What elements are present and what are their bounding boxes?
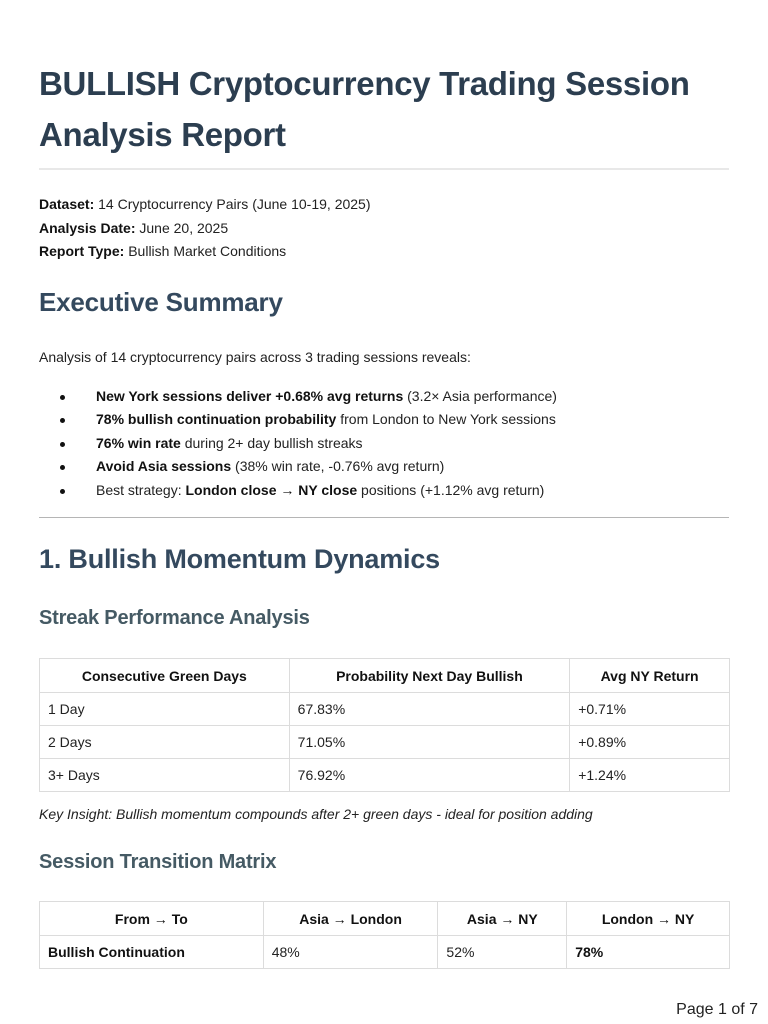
table-cell: 52%: [437, 935, 568, 969]
table-row: 2 Days 71.05% +0.89%: [39, 725, 730, 759]
session-transition-table: From → To Asia → London Asia → NY London…: [39, 901, 730, 969]
list-item: 78% bullish continuation probability fro…: [39, 408, 557, 431]
table-cell: 1 Day: [39, 692, 290, 726]
meta-label: Dataset:: [39, 196, 95, 212]
table-cell: 76.92%: [288, 758, 571, 792]
bullet-bold: 78% bullish continuation probability: [96, 411, 337, 428]
table-row: Bullish Continuation 48% 52% 78%: [39, 935, 730, 969]
bullet-icon: [60, 441, 65, 447]
table-cell: 48%: [262, 935, 439, 969]
list-item: New York sessions deliver +0.68% avg ret…: [39, 385, 557, 408]
report-metadata: Dataset: 14 Cryptocurrency Pairs (June 1…: [39, 193, 371, 264]
title-divider: [39, 168, 729, 170]
list-item: Avoid Asia sessions (38% win rate, -0.76…: [39, 455, 557, 478]
list-item: Best strategy: London close → NY close p…: [39, 479, 557, 502]
column-header: Avg NY Return: [569, 658, 730, 693]
column-header: From → To: [39, 901, 264, 936]
table-header-row: Consecutive Green Days Probability Next …: [39, 658, 730, 693]
bullet-post: from London to New York sessions: [336, 411, 556, 428]
section-1-heading: 1. Bullish Momentum Dynamics: [39, 544, 440, 574]
bullet-bold: London close → NY close: [185, 481, 358, 498]
page-number: Page 1 of 7: [676, 1001, 758, 1018]
meta-value: 14 Cryptocurrency Pairs (June 10-19, 202…: [98, 196, 371, 212]
bullet-icon: [60, 395, 65, 400]
report-title: BULLISH Cryptocurrency Trading Session A…: [39, 65, 690, 153]
bullet-icon: [60, 465, 65, 471]
meta-label: Analysis Date:: [39, 219, 136, 236]
executive-summary-heading: Executive Summary: [39, 287, 283, 317]
column-header: Probability Next Day Bullish: [288, 658, 571, 693]
bullet-post: positions (+1.12% avg return): [357, 481, 545, 498]
bullet-bold: Avoid Asia sessions: [96, 458, 232, 475]
column-header: Consecutive Green Days: [39, 658, 290, 693]
table-cell: 2 Days: [39, 725, 290, 759]
section-divider: [39, 517, 729, 518]
table-cell: 71.05%: [288, 725, 571, 759]
table-cell: +1.24%: [569, 758, 730, 792]
table-cell-highlight: 78%: [566, 935, 730, 969]
bullet-post: (38% win rate, -0.76% avg return): [231, 458, 445, 475]
meta-value: Bullish Market Conditions: [128, 243, 287, 259]
table-cell: +0.71%: [569, 692, 730, 726]
summary-bullet-list: New York sessions deliver +0.68% avg ret…: [39, 385, 557, 502]
meta-label: Report Type:: [39, 243, 125, 259]
table-row: 1 Day 67.83% +0.71%: [39, 692, 730, 726]
streak-performance-table: Consecutive Green Days Probability Next …: [39, 658, 730, 792]
table-cell: 67.83%: [288, 692, 571, 726]
table-header-row: From → To Asia → London Asia → NY London…: [39, 901, 730, 936]
bullet-icon: [60, 418, 65, 424]
bullet-post: during 2+ day bullish streaks: [180, 434, 363, 451]
list-item: 76% win rate during 2+ day bullish strea…: [39, 432, 557, 455]
bullet-post: (3.2× Asia performance): [403, 388, 557, 404]
meta-dataset: Dataset: 14 Cryptocurrency Pairs (June 1…: [39, 193, 371, 217]
column-header: Asia → NY: [437, 901, 568, 936]
column-header: London → NY: [566, 901, 730, 936]
key-insight: Key Insight: Bullish momentum compounds …: [39, 806, 593, 822]
row-label: Bullish Continuation: [39, 935, 264, 969]
column-header: Asia → London: [262, 901, 439, 936]
transition-matrix-heading: Session Transition Matrix: [39, 851, 277, 873]
summary-intro: Analysis of 14 cryptocurrency pairs acro…: [39, 349, 471, 365]
meta-report-type: Report Type: Bullish Market Conditions: [39, 240, 371, 264]
table-cell: +0.89%: [569, 725, 730, 759]
bullet-pre: Best strategy:: [96, 481, 186, 498]
bullet-bold: New York sessions deliver +0.68% avg ret…: [96, 388, 404, 404]
bullet-icon: [60, 488, 65, 494]
table-row: 3+ Days 76.92% +1.24%: [39, 758, 730, 792]
bullet-bold: 76% win rate: [96, 434, 181, 451]
streak-analysis-heading: Streak Performance Analysis: [39, 607, 310, 629]
meta-value: June 20, 2025: [139, 219, 229, 236]
table-cell: 3+ Days: [39, 758, 290, 792]
meta-analysis-date: Analysis Date: June 20, 2025: [39, 217, 371, 241]
